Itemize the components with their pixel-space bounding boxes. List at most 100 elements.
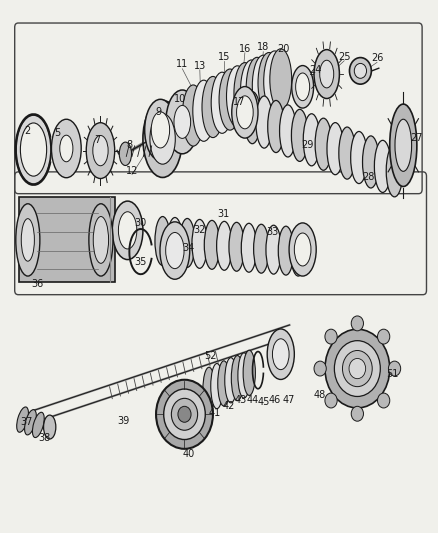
Ellipse shape	[350, 406, 363, 421]
Ellipse shape	[377, 329, 389, 344]
Ellipse shape	[92, 135, 108, 166]
Ellipse shape	[265, 225, 281, 274]
Ellipse shape	[338, 127, 355, 179]
Ellipse shape	[219, 69, 240, 130]
Ellipse shape	[182, 85, 204, 146]
Text: 18: 18	[257, 43, 269, 52]
Ellipse shape	[226, 66, 248, 127]
Text: 30: 30	[134, 218, 147, 228]
Ellipse shape	[231, 356, 243, 401]
Ellipse shape	[326, 123, 343, 175]
Text: 13: 13	[193, 61, 205, 70]
Ellipse shape	[246, 58, 268, 118]
Text: 17: 17	[233, 96, 245, 107]
Ellipse shape	[263, 51, 285, 112]
Ellipse shape	[253, 224, 268, 273]
Text: 20: 20	[276, 44, 289, 53]
Text: 7: 7	[94, 135, 100, 145]
Ellipse shape	[279, 105, 296, 157]
Text: 26: 26	[370, 53, 382, 63]
Text: 25: 25	[337, 52, 350, 61]
Text: 8: 8	[127, 140, 133, 150]
Ellipse shape	[362, 136, 378, 188]
Ellipse shape	[394, 119, 411, 171]
Ellipse shape	[151, 112, 169, 148]
Text: 5: 5	[54, 127, 60, 138]
Text: 52: 52	[204, 351, 216, 361]
Text: 37: 37	[21, 417, 33, 427]
Ellipse shape	[166, 90, 198, 154]
Text: 12: 12	[126, 166, 138, 176]
Ellipse shape	[269, 49, 291, 110]
Ellipse shape	[201, 76, 223, 138]
Text: 10: 10	[173, 94, 186, 104]
Ellipse shape	[290, 227, 305, 276]
Ellipse shape	[210, 364, 223, 409]
Text: 43: 43	[234, 395, 246, 406]
Text: 31: 31	[217, 209, 230, 220]
Text: 24: 24	[309, 65, 321, 75]
Ellipse shape	[237, 353, 250, 398]
Ellipse shape	[255, 96, 272, 148]
Ellipse shape	[334, 341, 379, 397]
Text: 15: 15	[217, 52, 230, 61]
Text: 41: 41	[208, 408, 221, 418]
Text: 48: 48	[312, 390, 325, 400]
Text: 35: 35	[134, 257, 147, 267]
Ellipse shape	[324, 393, 336, 408]
Ellipse shape	[51, 119, 81, 177]
Ellipse shape	[20, 123, 46, 176]
Text: 11: 11	[176, 60, 188, 69]
Text: 40: 40	[182, 449, 194, 458]
Text: 33: 33	[265, 227, 278, 237]
Text: 45: 45	[257, 397, 269, 407]
Ellipse shape	[165, 232, 184, 269]
Ellipse shape	[217, 361, 230, 406]
Ellipse shape	[385, 145, 402, 197]
Ellipse shape	[60, 135, 73, 162]
Ellipse shape	[244, 92, 260, 144]
Ellipse shape	[324, 329, 389, 408]
Text: 16: 16	[238, 44, 251, 53]
Ellipse shape	[293, 233, 310, 266]
Ellipse shape	[291, 109, 307, 161]
Ellipse shape	[216, 221, 231, 270]
Ellipse shape	[177, 406, 191, 422]
Ellipse shape	[25, 410, 36, 435]
Ellipse shape	[93, 216, 108, 263]
Ellipse shape	[143, 100, 182, 177]
Ellipse shape	[163, 389, 205, 440]
Ellipse shape	[319, 60, 333, 88]
Ellipse shape	[314, 118, 331, 170]
Ellipse shape	[21, 219, 34, 261]
Ellipse shape	[150, 114, 175, 164]
Ellipse shape	[252, 55, 274, 116]
Ellipse shape	[173, 106, 190, 139]
Ellipse shape	[119, 142, 131, 165]
Ellipse shape	[374, 140, 390, 192]
Ellipse shape	[313, 50, 339, 99]
Ellipse shape	[145, 99, 176, 160]
Text: 42: 42	[222, 401, 234, 411]
Text: 2: 2	[24, 126, 30, 136]
Ellipse shape	[342, 351, 371, 386]
Ellipse shape	[43, 415, 56, 439]
Text: 44: 44	[246, 395, 258, 406]
Ellipse shape	[267, 329, 293, 379]
Ellipse shape	[88, 204, 113, 276]
Circle shape	[353, 63, 366, 78]
Ellipse shape	[267, 100, 284, 152]
Ellipse shape	[167, 217, 182, 266]
Ellipse shape	[295, 73, 309, 101]
Text: 51: 51	[385, 369, 398, 379]
Text: 39: 39	[117, 416, 129, 426]
Ellipse shape	[278, 226, 293, 275]
Ellipse shape	[241, 223, 256, 272]
Ellipse shape	[191, 220, 207, 268]
Ellipse shape	[192, 80, 214, 141]
Ellipse shape	[350, 132, 367, 183]
Ellipse shape	[272, 339, 288, 369]
Ellipse shape	[211, 72, 233, 133]
Ellipse shape	[179, 219, 194, 268]
Ellipse shape	[388, 361, 400, 376]
